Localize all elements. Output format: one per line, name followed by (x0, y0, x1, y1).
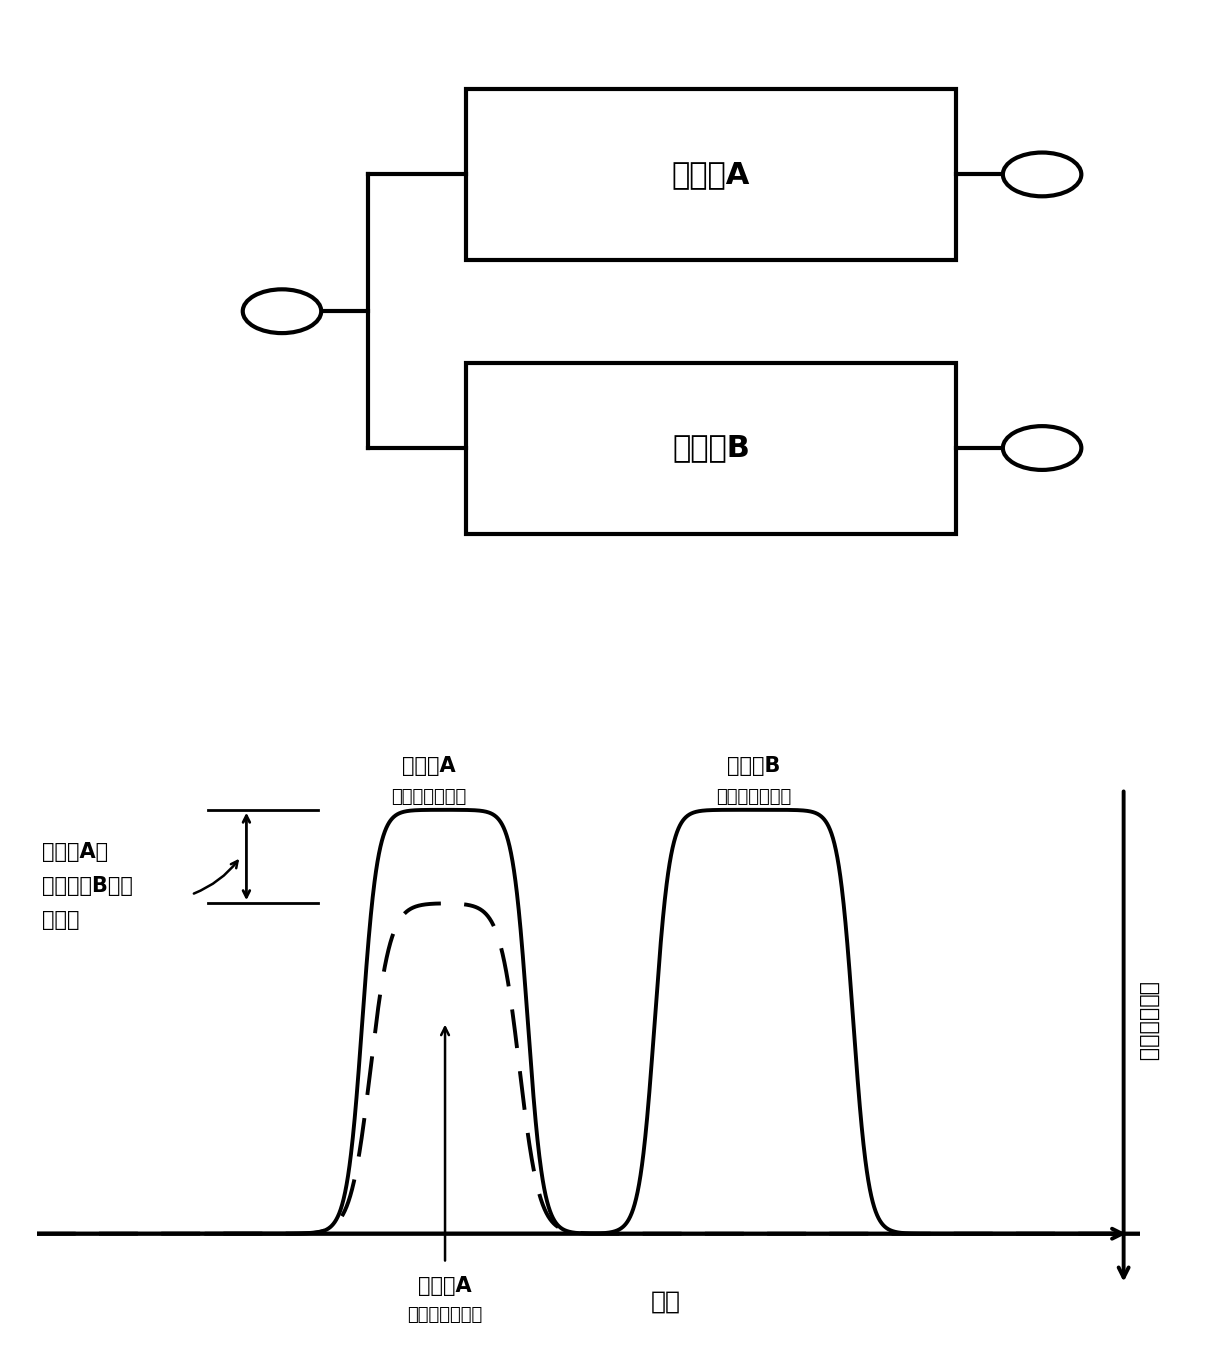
Bar (466, 363, 956, 534)
Text: 滤波器B: 滤波器B (727, 757, 781, 776)
Circle shape (1003, 427, 1081, 471)
Text: 滤波器A: 滤波器A (402, 757, 455, 776)
Text: （共用连接前）: （共用连接前） (716, 788, 792, 806)
Circle shape (243, 290, 321, 334)
Text: 频率插入损耗: 频率插入损耗 (1138, 982, 1159, 1062)
Text: 由滤波器B引起: 由滤波器B引起 (42, 876, 134, 896)
Text: 滤波器B: 滤波器B (672, 434, 750, 462)
Text: 的损耗: 的损耗 (42, 910, 80, 930)
Text: 频率: 频率 (651, 1290, 680, 1313)
Circle shape (1003, 153, 1081, 197)
Text: 滤波器A: 滤波器A (672, 160, 750, 189)
Text: 滤波器A: 滤波器A (418, 1276, 472, 1295)
Text: 滤波器A的: 滤波器A的 (42, 843, 108, 862)
Text: （共用连接前）: （共用连接前） (391, 788, 466, 806)
Text: （共用连接后）: （共用连接后） (407, 1306, 483, 1324)
Bar (466, 89, 956, 260)
